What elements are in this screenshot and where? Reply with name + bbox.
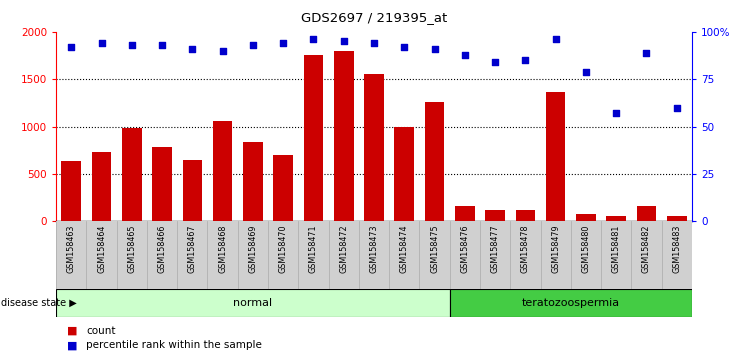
Text: GSM158477: GSM158477 bbox=[491, 225, 500, 273]
Text: disease state ▶: disease state ▶ bbox=[1, 298, 76, 308]
Text: count: count bbox=[86, 326, 115, 336]
Text: GSM158464: GSM158464 bbox=[97, 225, 106, 273]
Text: GSM158481: GSM158481 bbox=[612, 225, 621, 273]
Bar bbox=[334, 51, 354, 221]
Bar bbox=[364, 74, 384, 221]
Bar bbox=[546, 92, 565, 221]
Bar bbox=[485, 210, 505, 221]
Text: percentile rank within the sample: percentile rank within the sample bbox=[86, 340, 262, 350]
Text: GSM158465: GSM158465 bbox=[127, 225, 136, 273]
Bar bbox=[637, 206, 656, 221]
Bar bbox=[304, 55, 323, 221]
Bar bbox=[122, 127, 141, 221]
Point bbox=[278, 40, 289, 46]
Text: GSM158466: GSM158466 bbox=[158, 225, 167, 273]
Point bbox=[671, 105, 683, 110]
Point bbox=[307, 36, 319, 42]
Text: GSM158471: GSM158471 bbox=[309, 225, 318, 273]
Point bbox=[338, 39, 350, 44]
Bar bbox=[153, 147, 172, 221]
Text: GSM158472: GSM158472 bbox=[340, 225, 349, 273]
Point bbox=[519, 57, 531, 63]
Text: GSM158469: GSM158469 bbox=[248, 225, 257, 273]
Bar bbox=[92, 152, 111, 221]
Bar bbox=[394, 127, 414, 221]
Point bbox=[489, 59, 501, 65]
Point bbox=[156, 42, 168, 48]
Bar bbox=[243, 142, 263, 221]
Point bbox=[550, 36, 562, 42]
Bar bbox=[607, 216, 626, 221]
Text: GDS2697 / 219395_at: GDS2697 / 219395_at bbox=[301, 11, 447, 24]
Bar bbox=[61, 161, 81, 221]
Text: GSM158463: GSM158463 bbox=[67, 225, 76, 273]
Point bbox=[65, 44, 77, 50]
Point bbox=[96, 40, 108, 46]
Point bbox=[398, 44, 410, 50]
Bar bbox=[450, 289, 692, 317]
Text: GSM158475: GSM158475 bbox=[430, 225, 439, 273]
Point bbox=[429, 46, 441, 52]
Bar bbox=[576, 214, 595, 221]
Point bbox=[247, 42, 259, 48]
Text: GSM158467: GSM158467 bbox=[188, 225, 197, 273]
Bar bbox=[667, 216, 687, 221]
Text: GSM158482: GSM158482 bbox=[642, 225, 651, 273]
Text: GSM158473: GSM158473 bbox=[370, 225, 378, 273]
Bar bbox=[183, 160, 202, 221]
Bar bbox=[455, 206, 475, 221]
Bar bbox=[56, 289, 450, 317]
Point bbox=[580, 69, 592, 74]
Bar bbox=[515, 210, 536, 221]
Point bbox=[459, 52, 470, 57]
Text: GSM158474: GSM158474 bbox=[399, 225, 408, 273]
Text: GSM158478: GSM158478 bbox=[521, 225, 530, 273]
Bar bbox=[425, 102, 444, 221]
Text: GSM158483: GSM158483 bbox=[672, 225, 681, 273]
Text: GSM158480: GSM158480 bbox=[581, 225, 590, 273]
Point bbox=[217, 48, 229, 53]
Text: ■: ■ bbox=[67, 340, 78, 350]
Text: GSM158479: GSM158479 bbox=[551, 225, 560, 273]
Text: ■: ■ bbox=[67, 326, 78, 336]
Text: GSM158468: GSM158468 bbox=[218, 225, 227, 273]
Text: normal: normal bbox=[233, 298, 272, 308]
Bar bbox=[273, 155, 293, 221]
Point bbox=[610, 110, 622, 116]
Bar bbox=[212, 121, 233, 221]
Text: GSM158470: GSM158470 bbox=[279, 225, 288, 273]
Text: teratozoospermia: teratozoospermia bbox=[522, 298, 620, 308]
Point bbox=[640, 50, 652, 56]
Point bbox=[186, 46, 198, 52]
Point bbox=[126, 42, 138, 48]
Text: GSM158476: GSM158476 bbox=[460, 225, 469, 273]
Point bbox=[368, 40, 380, 46]
